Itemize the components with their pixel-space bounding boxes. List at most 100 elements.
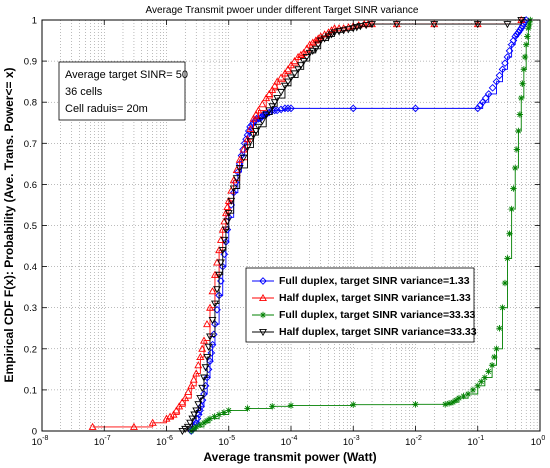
data-point — [526, 20, 533, 28]
data-point — [175, 402, 184, 410]
data-point — [181, 425, 190, 434]
data-point — [224, 196, 233, 204]
data-point — [316, 37, 325, 45]
series-line-full-duplex-1-33 — [191, 20, 527, 432]
data-point — [265, 108, 274, 117]
data-point — [290, 56, 299, 65]
y-tick-label: 0.1 — [24, 385, 37, 396]
data-point — [524, 33, 531, 40]
data-point — [166, 412, 175, 420]
data-point — [206, 303, 214, 311]
data-point — [284, 78, 292, 86]
data-point — [281, 82, 289, 90]
data-point — [445, 400, 453, 407]
data-point — [169, 410, 178, 418]
data-point — [244, 405, 251, 412]
data-point — [339, 27, 348, 35]
data-point — [510, 185, 517, 192]
data-point — [235, 164, 244, 173]
data-point — [194, 401, 203, 409]
data-point — [239, 145, 248, 153]
data-point — [206, 333, 214, 341]
data-point — [220, 236, 229, 245]
data-point — [508, 205, 515, 213]
data-point — [515, 127, 522, 135]
data-point — [265, 107, 274, 115]
legend-label-full-duplex-1-33: Full duplex, target SINR variance=1.33 — [279, 275, 470, 287]
data-point — [220, 217, 229, 225]
data-point — [204, 343, 213, 351]
data-point — [513, 146, 521, 153]
data-point — [196, 406, 204, 415]
y-tick-label: 0 — [32, 427, 37, 438]
data-point — [232, 175, 241, 183]
data-point — [208, 287, 217, 295]
data-point — [210, 270, 219, 278]
data-point — [229, 185, 238, 193]
annotation-line-3: Cell raduis= 20m — [65, 103, 148, 115]
data-point — [296, 62, 305, 70]
data-point — [501, 279, 509, 287]
data-point — [498, 65, 507, 74]
x-tick-label: 10-3 — [343, 435, 360, 448]
data-point — [252, 127, 260, 136]
series-line-half-duplex-33-33 — [182, 20, 522, 432]
data-point — [503, 53, 512, 61]
data-point — [464, 390, 472, 398]
data-point — [218, 247, 227, 255]
data-point — [516, 111, 524, 118]
y-tick-label: 0.8 — [24, 98, 37, 109]
data-point — [287, 61, 295, 69]
annotation-line-1: Average target SINR= 50 — [65, 69, 188, 81]
data-point — [356, 23, 365, 31]
data-point — [88, 422, 97, 430]
data-point — [504, 255, 511, 262]
data-point — [184, 387, 193, 395]
data-point — [305, 40, 314, 48]
annotation-line-2: 36 cells — [65, 86, 103, 98]
data-point — [215, 411, 223, 418]
data-point — [223, 202, 232, 211]
data-point — [203, 354, 212, 362]
data-point — [430, 21, 439, 29]
legend-sample-full-duplex-33-33 — [252, 311, 274, 319]
data-point — [493, 345, 500, 352]
data-point — [172, 406, 181, 414]
data-point — [522, 41, 530, 48]
x-axis-label: Average transmit power (Watt) — [203, 450, 376, 464]
data-point — [193, 414, 202, 423]
data-point — [232, 165, 241, 174]
data-point — [254, 114, 263, 123]
y-tick-label: 0.4 — [24, 262, 37, 273]
data-point — [223, 225, 232, 234]
grid — [41, 19, 540, 432]
legend-sample-half-duplex-1-33 — [252, 293, 274, 302]
data-point — [314, 41, 323, 49]
data-point — [239, 154, 248, 162]
data-point — [488, 83, 497, 92]
data-point — [476, 101, 485, 110]
data-point — [349, 25, 358, 33]
legend-marker — [259, 293, 267, 302]
series-full-duplex-33-33 — [188, 16, 534, 435]
data-point — [481, 94, 490, 102]
legend: Full duplex, target SINR variance=1.33 H… — [245, 267, 477, 343]
data-point — [246, 138, 255, 146]
data-point — [525, 25, 532, 32]
data-point — [224, 210, 233, 218]
data-point — [501, 59, 509, 67]
annotation-box: Average target SINR= 50 36 cells Cell ra… — [58, 61, 188, 121]
data-point — [281, 69, 289, 77]
data-point — [209, 330, 218, 339]
data-point — [327, 31, 336, 39]
data-point — [254, 123, 263, 131]
data-point — [469, 386, 477, 394]
x-tick-label: 10-7 — [94, 435, 111, 448]
data-point — [192, 369, 201, 377]
y-tick-label: 0.2 — [24, 344, 37, 355]
data-point — [227, 197, 236, 205]
data-point — [246, 124, 255, 132]
data-point — [190, 411, 199, 419]
chart-title: Average Transmit pwoer under different T… — [146, 5, 419, 16]
legend-marker — [259, 328, 267, 337]
